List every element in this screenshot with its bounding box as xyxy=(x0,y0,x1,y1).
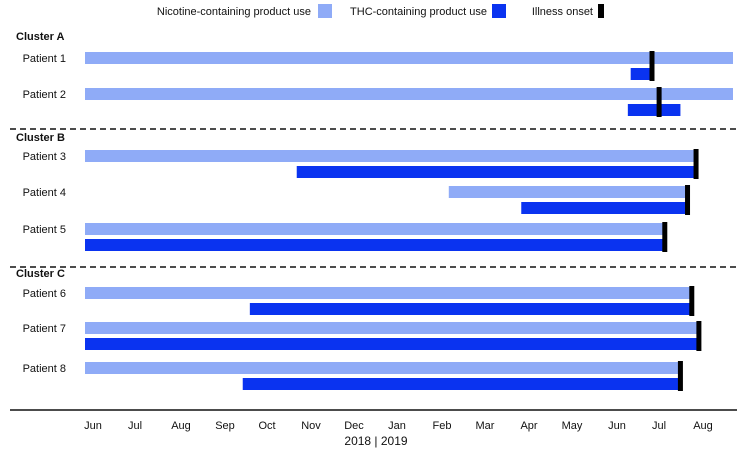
x-tick-label: Nov xyxy=(301,420,321,432)
legend-swatch-thc xyxy=(492,4,506,18)
cluster-b-label: Cluster B xyxy=(16,132,65,144)
patient-5-nicotine-bar xyxy=(85,223,665,235)
x-tick-label: Jul xyxy=(128,420,142,432)
patient-3-nicotine-bar xyxy=(85,150,697,162)
x-tick-label: Sep xyxy=(215,420,235,432)
x-tick-label: May xyxy=(562,420,583,432)
patient-1-label: Patient 1 xyxy=(23,53,66,65)
patient-6-thc-bar xyxy=(249,303,692,315)
patient-8-onset-marker xyxy=(677,361,683,391)
x-tick-label: Jun xyxy=(608,420,626,432)
x-tick-label: Oct xyxy=(258,420,275,432)
patient-3-onset-marker xyxy=(693,149,699,179)
patient-8-label: Patient 8 xyxy=(23,363,66,375)
x-axis: Jun Jul Aug Sep Oct Nov Dec Jan Feb Mar Apr May Jun J… xyxy=(10,409,737,448)
cluster-a-label: Cluster A xyxy=(16,31,65,43)
legend-swatch-nicotine xyxy=(318,4,332,18)
patient-5-thc-bar xyxy=(85,239,665,251)
legend-label-thc: THC-containing product use xyxy=(350,6,487,18)
year-label: 2018 | 2019 xyxy=(344,434,408,448)
x-tick-label: Aug xyxy=(693,420,713,432)
patient-6-label: Patient 6 xyxy=(23,288,66,300)
x-tick-label: Mar xyxy=(476,420,495,432)
cluster-c-label: Cluster C xyxy=(16,268,65,280)
patient-7-thc-bar xyxy=(85,338,699,350)
legend-label-nicotine: Nicotine-containing product use xyxy=(157,6,311,18)
patient-4-onset-marker xyxy=(685,185,691,215)
patient-4-thc-bar xyxy=(521,202,688,214)
patient-2-nicotine-bar xyxy=(85,88,733,100)
patient-8-thc-bar xyxy=(242,378,681,390)
patient-2-thc-bar xyxy=(627,104,681,116)
patient-4-label: Patient 4 xyxy=(23,187,66,199)
patient-2-onset-marker xyxy=(656,87,662,117)
x-tick-label: Jun xyxy=(84,420,102,432)
patient-5-onset-marker xyxy=(662,222,668,252)
patient-7-nicotine-bar xyxy=(85,322,699,334)
patient-7-onset-marker xyxy=(696,321,702,351)
patient-1-onset-marker xyxy=(649,51,655,81)
patient-5-label: Patient 5 xyxy=(23,224,66,236)
patient-7-label: Patient 7 xyxy=(23,323,66,335)
patient-1-nicotine-bar xyxy=(85,52,733,64)
patient-2-label: Patient 2 xyxy=(23,89,66,101)
legend-label-onset: Illness onset xyxy=(532,6,593,18)
x-tick-label: Feb xyxy=(433,420,452,432)
x-tick-label: Jan xyxy=(388,420,406,432)
patient-6-nicotine-bar xyxy=(85,287,692,299)
patient-4-nicotine-bar xyxy=(448,186,688,198)
x-tick-label: Dec xyxy=(344,420,364,432)
x-tick-label: Jul xyxy=(652,420,666,432)
patient-1-thc-bar xyxy=(630,68,652,80)
patient-3-thc-bar xyxy=(296,166,697,178)
patient-3-label: Patient 3 xyxy=(23,151,66,163)
x-tick-label: Apr xyxy=(520,420,537,432)
plot-area: Cluster A Patient 1 Patient 2 Cluster B Pati… xyxy=(10,31,737,391)
patient-6-onset-marker xyxy=(689,286,695,316)
legend: Nicotine-containing product use THC-conta… xyxy=(157,4,604,18)
patient-8-nicotine-bar xyxy=(85,362,681,374)
x-tick-label: Aug xyxy=(171,420,191,432)
legend-swatch-onset xyxy=(598,4,604,18)
